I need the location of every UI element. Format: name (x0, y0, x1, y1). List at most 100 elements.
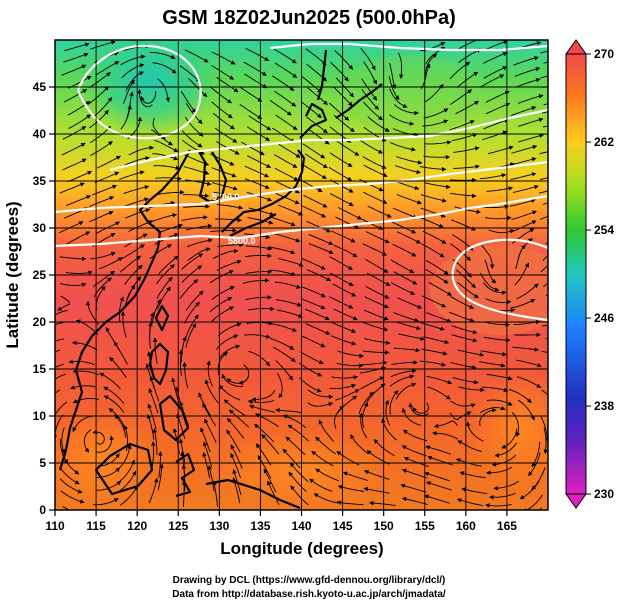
streamline (315, 468, 340, 482)
streamline (330, 335, 357, 346)
streamline (541, 389, 548, 396)
streamline (298, 377, 322, 393)
streamline (425, 269, 449, 284)
streamline (510, 299, 536, 309)
streamline (390, 282, 416, 295)
height-contours (55, 42, 548, 322)
streamline (149, 375, 160, 402)
streamline (395, 165, 421, 175)
streamline (251, 389, 276, 402)
streamline (300, 298, 326, 310)
streamline (542, 85, 548, 88)
streamline (307, 128, 330, 145)
x-tick-label: 135 (250, 519, 270, 533)
streamline (239, 86, 263, 102)
streamline (277, 372, 284, 399)
streamline (88, 86, 110, 105)
streamline (510, 172, 537, 181)
streamline (275, 192, 300, 205)
streamline (226, 429, 241, 453)
streamline (289, 462, 309, 483)
streamline (119, 485, 138, 506)
streamline (119, 459, 135, 482)
streamline (419, 360, 447, 367)
streamline (246, 191, 273, 202)
streamline (120, 104, 132, 130)
streamline (149, 51, 176, 59)
x-tick-label: 150 (374, 519, 394, 533)
streamline (183, 204, 210, 209)
streamline (185, 323, 197, 348)
streamline (332, 283, 357, 297)
streamline (308, 234, 334, 246)
colorbar-tick-label: 246 (594, 311, 614, 325)
streamline (273, 48, 297, 64)
streamline (119, 170, 145, 180)
streamline (299, 351, 324, 365)
streamline (514, 66, 541, 77)
streamline (486, 399, 513, 406)
streamline (482, 130, 508, 141)
streamline (512, 220, 537, 233)
kuril-islands (335, 83, 383, 119)
x-tick-label: 115 (86, 519, 106, 533)
streamline (301, 257, 326, 270)
streamline (178, 349, 184, 377)
streamline (148, 387, 159, 414)
streamline (282, 448, 301, 469)
streamline (465, 421, 484, 442)
x-axis-label: Longitude (degrees) (220, 539, 383, 558)
streamline (364, 470, 390, 480)
streamline (452, 376, 479, 385)
streamline (510, 157, 537, 166)
streamline (55, 363, 64, 368)
streamline (303, 194, 328, 208)
streamline (397, 297, 423, 309)
streamline (59, 478, 83, 494)
contour-north-edge (269, 42, 548, 52)
lat-lon-grid (55, 40, 548, 510)
streamline (412, 402, 430, 414)
streamline (55, 389, 61, 394)
credit-data: Data from http://database.rish.kyoto-u.a… (172, 589, 446, 600)
streamline (92, 429, 105, 445)
streamline (185, 223, 213, 231)
streamline (335, 216, 360, 229)
streamline (245, 253, 272, 259)
streamline (274, 154, 298, 168)
streamline (395, 382, 417, 400)
streamline (301, 335, 326, 348)
streamline (247, 155, 272, 168)
warm-spot-west (55, 410, 160, 510)
streamline (390, 142, 416, 152)
streamline (393, 347, 421, 353)
y-tick-label: 20 (33, 315, 47, 329)
streamline (389, 88, 408, 108)
streamline (483, 66, 508, 79)
streamline (209, 297, 233, 313)
streamline (424, 471, 450, 482)
streamline (426, 312, 452, 323)
streamline (396, 156, 423, 165)
streamline (184, 49, 209, 63)
streamline (298, 362, 323, 377)
streamline (389, 374, 415, 387)
streamline (315, 436, 336, 455)
streamline (393, 312, 420, 323)
streamline (539, 151, 548, 155)
streamline (365, 286, 390, 299)
streamline (204, 379, 219, 404)
streamline (501, 428, 518, 449)
streamline (329, 152, 353, 167)
streamline (245, 245, 273, 251)
contour-5700 (55, 160, 548, 214)
streamline (67, 75, 92, 89)
streamline (230, 453, 241, 479)
streamline (479, 361, 506, 368)
streamline (420, 63, 431, 89)
streamline (384, 399, 391, 426)
streamline (300, 75, 322, 93)
streamline (513, 56, 539, 66)
streamline (306, 220, 331, 233)
streamline (307, 402, 334, 407)
